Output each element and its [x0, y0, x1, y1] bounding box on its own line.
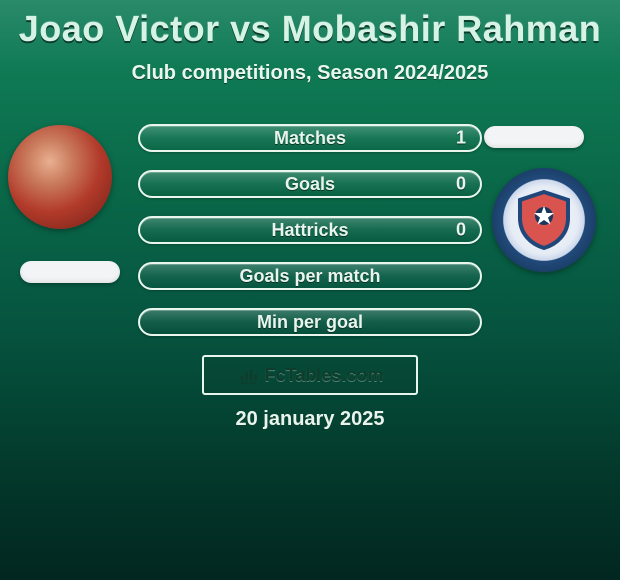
- stats-list: Matches 1 Goals 0 Hattricks 0 Goals per …: [138, 124, 482, 336]
- stat-bar-hattricks: Hattricks 0: [138, 216, 482, 244]
- stat-value: 0: [456, 174, 466, 195]
- page-subtitle: Club competitions, Season 2024/2025: [0, 62, 620, 85]
- player-right-club-badge: [492, 168, 596, 272]
- player-left-tag-pill: [20, 261, 120, 283]
- bar-chart-icon: [237, 364, 259, 386]
- shield-icon: [512, 188, 576, 252]
- stat-label: Matches: [274, 128, 346, 149]
- stat-bar-mpg: Min per goal: [138, 308, 482, 336]
- stat-label: Goals per match: [239, 266, 380, 287]
- stat-label: Min per goal: [257, 312, 363, 333]
- stat-value: 0: [456, 220, 466, 241]
- date-text: 20 january 2025: [0, 408, 620, 431]
- stat-bar-gpm: Goals per match: [138, 262, 482, 290]
- stat-value: 1: [456, 128, 466, 149]
- player-right-tag-pill: [484, 126, 584, 148]
- stat-label: Hattricks: [271, 220, 348, 241]
- brand-text: FcTables.com: [265, 365, 384, 386]
- brand-badge: FcTables.com: [202, 355, 418, 395]
- player-left-avatar: [8, 125, 112, 229]
- stat-bar-goals: Goals 0: [138, 170, 482, 198]
- stat-label: Goals: [285, 174, 335, 195]
- stat-bar-matches: Matches 1: [138, 124, 482, 152]
- page-title: Joao Victor vs Mobashir Rahman: [0, 0, 620, 50]
